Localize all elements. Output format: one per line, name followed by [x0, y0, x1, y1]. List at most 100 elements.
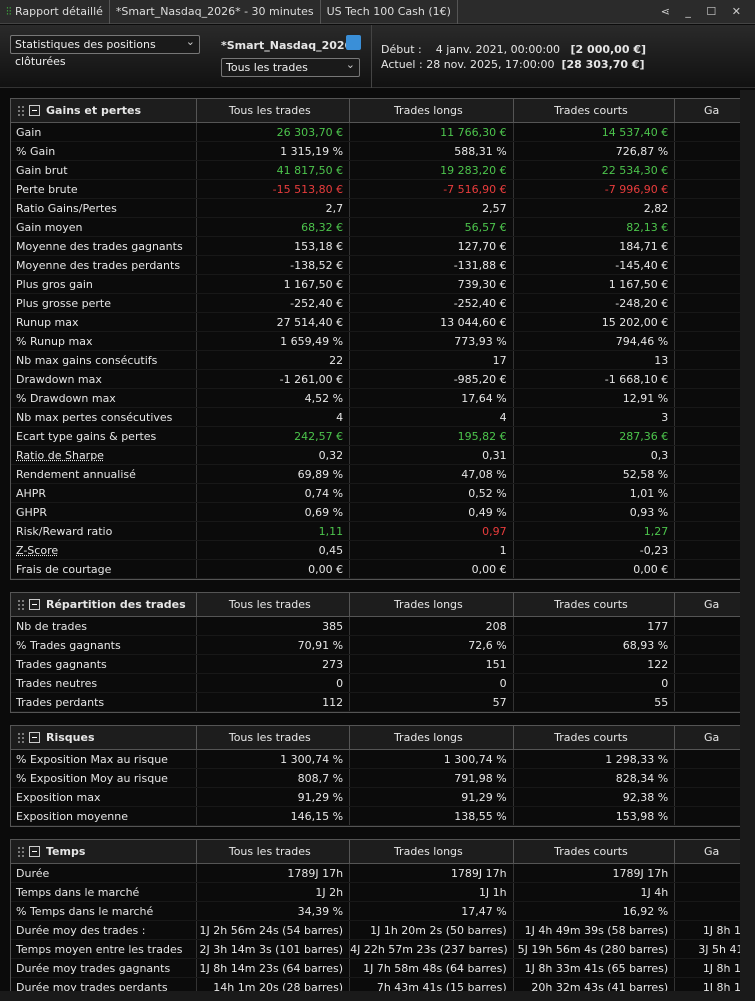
column-header: Trades longs: [349, 840, 513, 863]
stat-value: 773,93 %: [349, 332, 513, 350]
empty-cell: [674, 617, 740, 635]
empty-cell: [674, 560, 740, 578]
stat-row: Frais de courtage 0,00 €0,00 €0,00 €: [11, 560, 740, 579]
stat-row: Risk/Reward ratio 1,11 0,97 1,27: [11, 522, 740, 541]
capital: [2 000,00 €]: [570, 43, 647, 56]
horizontal-scrollbar[interactable]: [0, 991, 755, 1001]
stat-row: Nb max gains consécutifs 22 17 13: [11, 351, 740, 370]
stat-value: 1J 8h 14m 23s (64 barres): [195, 959, 350, 977]
stat-value: 72,6 %: [349, 636, 513, 654]
empty-cell: [674, 275, 740, 293]
stat-value: 0,32: [195, 446, 350, 464]
stat-value: -1 261,00 €: [195, 370, 350, 388]
column-header: Trades courts: [512, 840, 675, 863]
drag-handle[interactable]: [17, 731, 25, 744]
stat-value: 1: [349, 541, 513, 559]
drag-handle[interactable]: [17, 598, 25, 611]
stat-value: 34,39 %: [195, 902, 350, 920]
stat-value: 20h 32m 43s (41 barres): [512, 978, 675, 991]
stat-value: 4: [349, 408, 513, 426]
stat-row: % Exposition Moy au risque 808,7 % 791,98 …: [11, 769, 740, 788]
tab[interactable]: *Smart_Nasdaq_2026* - 30 minutes: [110, 0, 321, 24]
stat-value: -138,52 €: [195, 256, 350, 274]
tab[interactable]: US Tech 100 Cash (1€): [321, 0, 458, 24]
stat-value: 208: [349, 617, 513, 635]
section-title: Risques: [46, 731, 95, 744]
tab[interactable]: ⫶⫶ Rapport détaillé: [0, 0, 110, 24]
stat-value: 17,47 %: [349, 902, 513, 920]
section-header: Répartition des trades Tous les trades Tra…: [11, 593, 740, 617]
stat-value: 13: [512, 351, 675, 369]
stat-label: Exposition moyenne: [16, 810, 128, 823]
stat-value: 1789J 17h: [349, 864, 513, 882]
stat-value: 1789J 17h: [195, 864, 350, 882]
stat-row: Gain 26 303,70 €11 766,30 €14 537,40 €: [11, 123, 740, 142]
stat-row: Drawdown max -1 261,00 € -985,20 € -1 668,1…: [11, 370, 740, 389]
stat-value: 27 514,40 €: [195, 313, 350, 331]
stat-label: Trades gagnants: [16, 658, 107, 671]
stat-row: % Runup max 1 659,49 % 773,93 % 794,46 %: [11, 332, 740, 351]
stat-value: 1 167,50 €: [195, 275, 350, 293]
stat-value: 153,98 %: [512, 807, 675, 825]
drag-handle[interactable]: [17, 845, 25, 858]
stat-row: Durée moy trades gagnants 1J 8h 14m 23s (…: [11, 959, 740, 978]
stat-label: % Exposition Max au risque: [16, 753, 168, 766]
stat-label: Durée moy trades perdants: [16, 981, 168, 991]
stat-value: 14h 1m 20s (28 barres): [195, 978, 350, 991]
column-header: Trades courts: [512, 726, 675, 749]
empty-cell: [674, 294, 740, 312]
stat-value: 0,00 €: [195, 560, 350, 578]
empty-cell: [674, 370, 740, 388]
stat-label: Ratio Gains/Pertes: [16, 202, 117, 215]
drag-handle[interactable]: [17, 104, 25, 117]
empty-cell: [674, 465, 740, 483]
stat-value: 2,82: [512, 199, 675, 217]
stat-row: Plus gros gain 1 167,50 €739,30 €1 167,50…: [11, 275, 740, 294]
collapse-button[interactable]: [29, 732, 40, 743]
stat-label: Gain brut: [16, 164, 68, 177]
trades-select[interactable]: Tous les trades: [221, 56, 360, 77]
stat-value: -145,40 €: [512, 256, 675, 274]
edit-icon[interactable]: [346, 35, 361, 50]
start-info: Début : 4 janv. 2021, 00:00:00 [2 000,00…: [381, 43, 646, 56]
collapse-button[interactable]: [29, 846, 40, 857]
stat-value: 1 298,33 %: [512, 750, 675, 768]
stat-label: Plus gros gain: [16, 278, 93, 291]
vertical-scrollbar[interactable]: [740, 90, 755, 991]
report-select[interactable]: Statistiques des positions clôturées: [10, 33, 200, 68]
stat-label: Nb max pertes consécutives: [16, 411, 173, 424]
stat-row: Ratio de Sharpe 0,32 0,31 0,3: [11, 446, 740, 465]
collapse-button[interactable]: [29, 599, 40, 610]
stat-value: 15 202,00 €: [512, 313, 675, 331]
column-header: Trades courts: [512, 99, 675, 122]
collapse-button[interactable]: [29, 105, 40, 116]
stat-label: Ratio de Sharpe: [16, 449, 104, 462]
column-header: Trades longs: [349, 726, 513, 749]
stat-label: Risk/Reward ratio: [16, 525, 113, 538]
stat-label: Runup max: [16, 316, 79, 329]
stat-label: Drawdown max: [16, 373, 102, 386]
stat-value: 2J 3h 14m 3s (101 barres): [195, 940, 350, 958]
capital: [28 303,70 €]: [561, 58, 645, 71]
stat-value: 1J 8h 14: [674, 921, 740, 939]
date: 4 janv. 2021, 00:00:00: [435, 43, 561, 56]
stat-label: Rendement annualisé: [16, 468, 136, 481]
stat-value: 56,57 €: [349, 218, 513, 236]
stat-row: Nb de trades 385 208 177: [11, 617, 740, 636]
stat-value: 41 817,50 €: [195, 161, 350, 179]
stat-value: 16,92 %: [512, 902, 675, 920]
stat-value: 91,29 %: [349, 788, 513, 806]
stat-label: % Trades gagnants: [16, 639, 121, 652]
empty-cell: [674, 484, 740, 502]
stat-row: % Gain 1 315,19 % 588,31 % 726,87 %: [11, 142, 740, 161]
stat-row: Exposition moyenne 146,15 % 138,55 % 153,98…: [11, 807, 740, 826]
stat-value: 4: [195, 408, 350, 426]
stat-label: Nb max gains consécutifs: [16, 354, 158, 367]
stat-value: 68,93 %: [512, 636, 675, 654]
window-controls[interactable]: ⋖ _ ☐ ✕: [660, 5, 747, 18]
empty-cell: [674, 427, 740, 445]
empty-cell: [674, 655, 740, 673]
empty-cell: [674, 446, 740, 464]
section-title: Répartition des trades: [46, 598, 186, 611]
stat-value: -248,20 €: [512, 294, 675, 312]
